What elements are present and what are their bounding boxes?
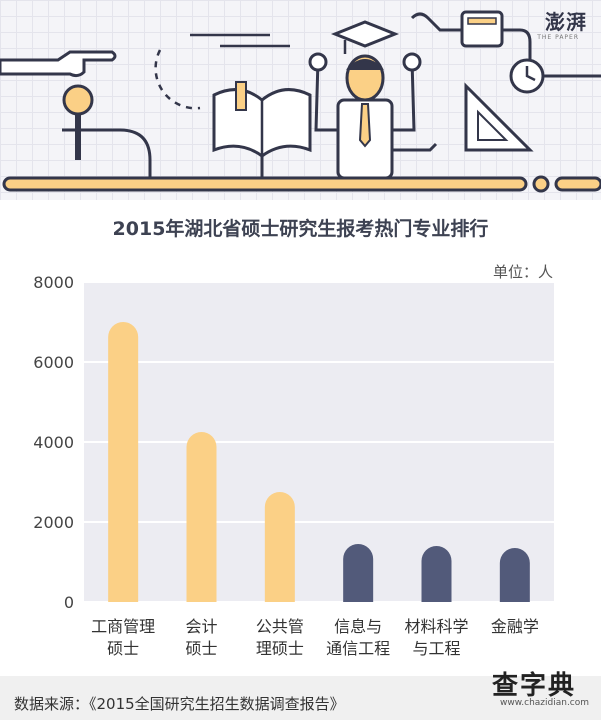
watermark-url: www.chazidian.com — [500, 698, 590, 708]
person-pointing-hand — [392, 142, 438, 152]
magnifier-icon — [62, 84, 94, 116]
bar — [264, 492, 295, 602]
x-category-label: 材料科学 — [404, 617, 468, 636]
wrench-hand-icon — [410, 12, 462, 32]
person-right-arm — [392, 59, 416, 132]
chart-title: 2015年湖北省硕士研究生报考热门专业排行 — [112, 218, 489, 240]
pointing-hand-icon — [0, 50, 117, 78]
x-category-label: 金融学 — [491, 617, 539, 636]
clock-hands — [525, 66, 536, 82]
person-tie — [358, 103, 372, 148]
bar — [421, 546, 452, 602]
header-illustration: 澎湃 THE PAPER — [0, 0, 601, 200]
x-category-label: 硕士 — [185, 639, 217, 658]
bar — [343, 544, 374, 602]
brand-logo: 澎湃 — [545, 10, 587, 34]
calculator-icon — [460, 10, 504, 48]
y-tick-label: 2000 — [33, 513, 74, 532]
book-bookmark — [235, 81, 247, 111]
y-tick-label: 8000 — [33, 273, 74, 292]
x-category-label: 工商管理 — [91, 617, 155, 636]
x-category-label: 会计 — [185, 617, 217, 636]
conveyor-bar — [2, 176, 528, 192]
x-category-label: 通信工程 — [326, 639, 390, 658]
person-right-hand — [402, 52, 422, 72]
person-hair — [346, 59, 384, 71]
person-left-arm — [314, 59, 338, 132]
bar — [108, 322, 139, 602]
person-left-hand — [308, 52, 328, 72]
y-tick-label: 0 — [64, 593, 74, 612]
calculator-screen — [467, 17, 497, 25]
graduation-cap-icon — [330, 20, 400, 48]
pipe-left — [62, 128, 152, 178]
brand-logo-sub: THE PAPER — [537, 34, 579, 41]
x-category-label: 公共管 — [256, 617, 304, 636]
watermark-text: 查字典 — [492, 671, 577, 701]
source-text: 数据来源：《2015全国研究生招生数据调查报告》 — [14, 695, 345, 713]
x-category-label: 硕士 — [107, 639, 139, 658]
conveyor-end — [554, 176, 601, 192]
bar — [186, 432, 217, 602]
header-illustration-svg — [0, 10, 601, 193]
source-bar — [0, 676, 601, 720]
bar — [499, 548, 530, 602]
triangle-ruler-inner — [477, 109, 509, 141]
triangle-ruler-icon — [464, 82, 534, 152]
x-category-label: 与工程 — [412, 639, 460, 658]
conveyor-dot — [532, 175, 550, 193]
x-category-label: 信息与 — [334, 617, 382, 636]
unit-label: 单位：人 — [492, 263, 553, 281]
y-tick-label: 4000 — [33, 433, 74, 452]
x-category-label: 理硕士 — [256, 639, 304, 658]
pipe-right — [502, 28, 532, 62]
y-tick-label: 6000 — [33, 353, 74, 372]
dashed-arc — [154, 49, 201, 110]
